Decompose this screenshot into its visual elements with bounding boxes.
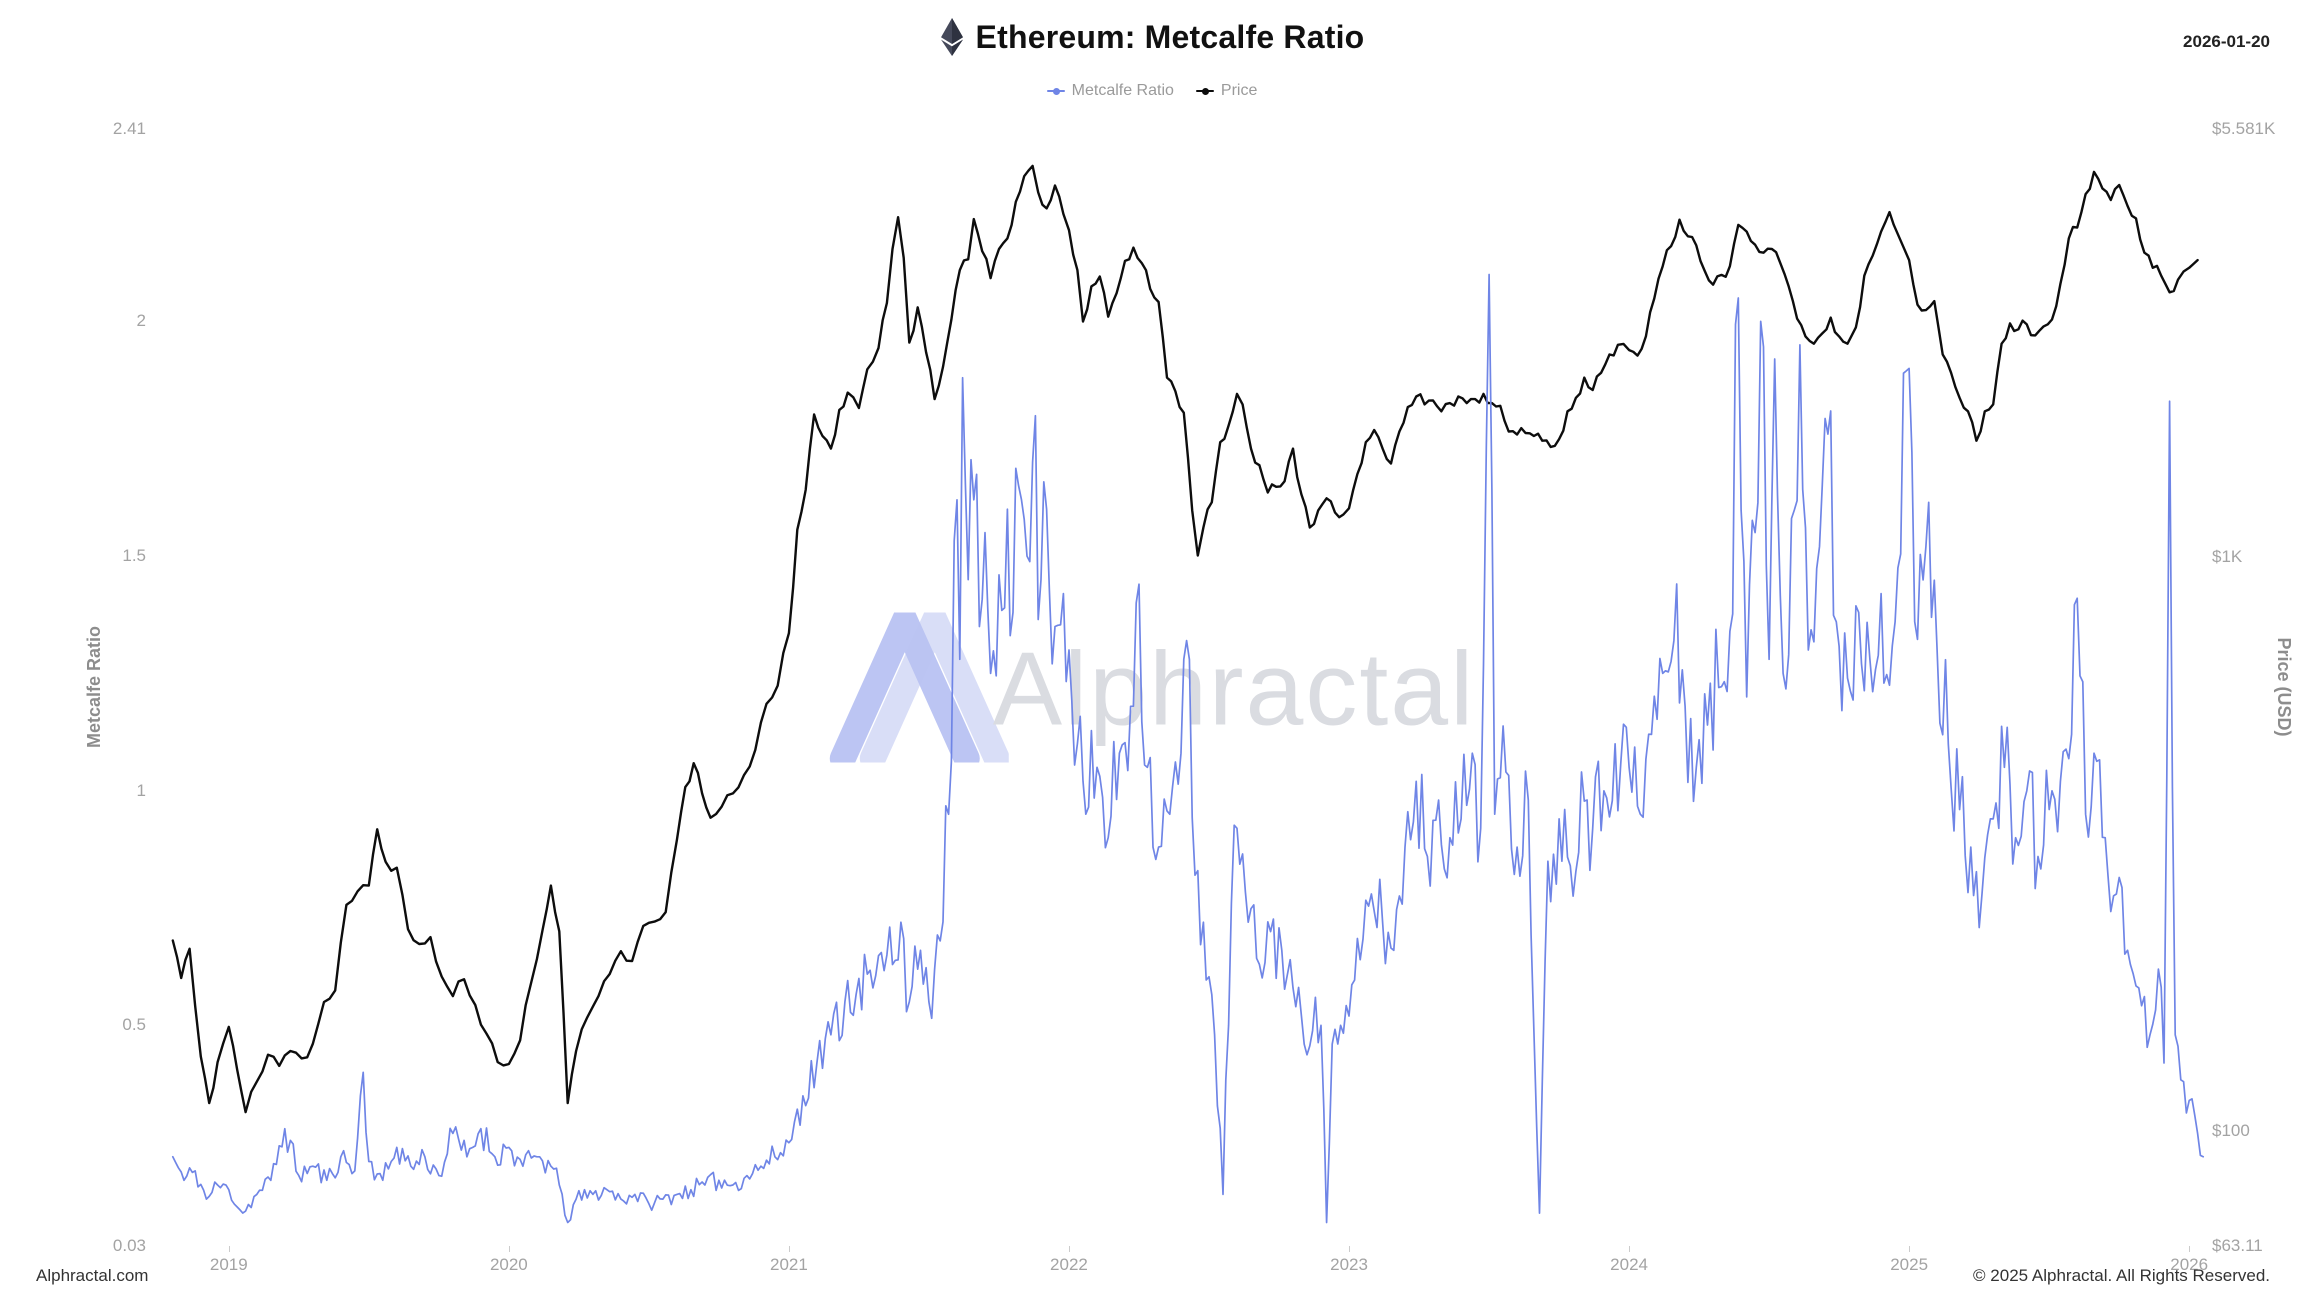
x-axis-tick-mark: [1629, 1246, 1631, 1252]
x-axis-tick-label: 2019: [209, 1255, 248, 1274]
right-axis-tick-label: $100: [2212, 1121, 2250, 1141]
right-axis-tick-label: $5.581K: [2212, 119, 2276, 138]
right-axis-tick-label: $63.11: [2212, 1236, 2263, 1255]
footer-copyright: © 2025 Alphractal. All Rights Reserved.: [1973, 1266, 2270, 1285]
x-axis-tick-mark: [788, 1246, 790, 1252]
x-axis-tick-label: 2024: [1610, 1255, 1648, 1274]
left-axis-tick-label: 1.5: [122, 546, 146, 566]
x-axis-tick-label: 2020: [489, 1255, 528, 1274]
legend-label: Metcalfe Ratio: [1071, 82, 1174, 99]
legend-marker-icon: [1046, 87, 1065, 95]
x-axis-tick-label: 2025: [1890, 1255, 1929, 1274]
legend-item-price[interactable]: Price: [1195, 82, 1258, 100]
legend-item-metcalfe-ratio[interactable]: Metcalfe Ratio: [1046, 82, 1174, 100]
right-axis-ticks: $5.581K $1K $100 $63.11: [2212, 0, 2304, 1296]
ethereum-icon: [940, 18, 964, 56]
x-axis-tick-label: 2022: [1050, 1255, 1088, 1274]
x-axis-tick-mark: [508, 1246, 510, 1252]
x-axis-tick-mark: [1909, 1246, 1911, 1252]
x-axis-tick-label: 2023: [1330, 1255, 1368, 1274]
left-axis-title: Metcalfe Ratio: [84, 625, 104, 749]
chart-header: Ethereum: Metcalfe Ratio: [0, 18, 2304, 56]
left-axis-tick-label: 2: [136, 311, 146, 331]
chart-title: Ethereum: Metcalfe Ratio: [975, 18, 1365, 55]
right-axis-title: Price (USD): [2274, 637, 2294, 737]
left-axis-tick-label: 1: [136, 780, 146, 800]
series-price: [171, 164, 2199, 1114]
x-axis-tick-label: 2021: [769, 1255, 808, 1274]
left-axis-tick-label: 0.03: [112, 1236, 146, 1255]
x-axis-tick-mark: [228, 1246, 230, 1252]
chart-date: 2026-01-20: [2183, 32, 2270, 51]
right-axis-tick-label: $1K: [2212, 547, 2243, 567]
left-axis-ticks: 2.41 2 1.5 1 0.5 0.03: [0, 0, 146, 1296]
x-axis-tick-label: 2026: [2170, 1255, 2209, 1274]
x-axis-tick-mark: [1349, 1246, 1351, 1252]
left-axis-tick-label: 2.41: [112, 119, 146, 138]
legend: Metcalfe Ratio Price: [0, 82, 2304, 100]
series-metcalfe-ratio: [171, 273, 2205, 1224]
footer-site-link[interactable]: Alphractal.com: [36, 1266, 149, 1285]
x-axis-tick-mark: [1068, 1246, 1070, 1252]
x-axis-ticks: 2019 2020 2021 2022 2023 2024 2025 2026: [0, 1246, 2304, 1290]
x-axis-tick-mark: [2189, 1246, 2191, 1252]
legend-label: Price: [1220, 82, 1258, 99]
left-axis-tick-label: 0.5: [122, 1015, 146, 1035]
legend-marker-icon: [1195, 87, 1214, 95]
